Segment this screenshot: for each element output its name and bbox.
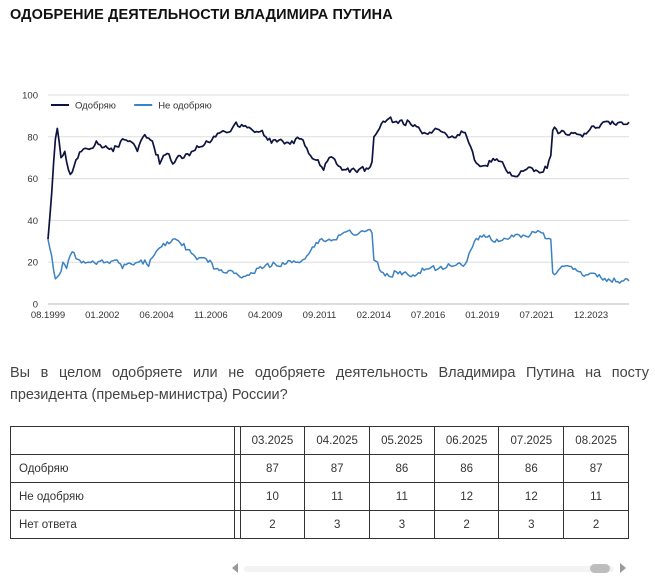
- column-header: 03.2025: [239, 426, 306, 455]
- table-cell: 11: [369, 482, 435, 511]
- results-table: 03.2025 04.2025 05.2025 06.2025 07.2025 …: [10, 426, 629, 539]
- scroll-thumb[interactable]: [590, 564, 610, 573]
- x-tick-label: 07.2016: [411, 310, 445, 321]
- table-row: Не одобряю 10 11 11 12 12 11: [10, 482, 629, 511]
- table-row: Одобряю 87 87 86 86 86 87: [10, 454, 629, 483]
- y-tick-label: 60: [27, 174, 38, 185]
- x-tick-label: 09.2011: [303, 310, 337, 321]
- table-cell: 87: [563, 454, 629, 483]
- x-tick-label: 01.2019: [465, 310, 499, 321]
- column-header: 04.2025: [304, 426, 371, 455]
- column-header: 05.2025: [369, 426, 435, 455]
- y-tick-label: 40: [27, 216, 38, 227]
- table-cell: 86: [433, 454, 500, 483]
- row-label: Не одобряю: [10, 482, 235, 511]
- x-tick-label: 12.2023: [574, 310, 608, 321]
- row-label: Нет ответа: [10, 510, 235, 539]
- table-cell: 86: [498, 454, 565, 483]
- table-cell: 3: [369, 510, 435, 539]
- row-label: Одобряю: [10, 454, 235, 483]
- table-cell: 3: [498, 510, 565, 539]
- table-header-row: 03.2025 04.2025 05.2025 06.2025 07.2025 …: [10, 426, 629, 455]
- table-corner-cell: [10, 426, 235, 455]
- series-line: [47, 116, 630, 240]
- y-tick-label: 80: [27, 132, 38, 143]
- x-tick-label: 01.2002: [85, 310, 119, 321]
- horizontal-scrollbar[interactable]: [232, 562, 626, 574]
- page-title: ОДОБРЕНИЕ ДЕЯТЕЛЬНОСТИ ВЛАДИМИРА ПУТИНА: [10, 7, 393, 23]
- chevron-left-icon[interactable]: [232, 563, 238, 573]
- table-cell: 87: [304, 454, 371, 483]
- y-tick-label: 0: [33, 300, 38, 311]
- column-header: 08.2025: [563, 426, 629, 455]
- table-cell: 3: [304, 510, 371, 539]
- legend-label: Одобряю: [75, 101, 116, 112]
- table-cell: 11: [563, 482, 629, 511]
- table-cell: 87: [239, 454, 306, 483]
- legend-label: Не одобряю: [158, 101, 212, 112]
- table-cell: 12: [433, 482, 500, 511]
- table-cell: 86: [369, 454, 435, 483]
- table-cell: 2: [563, 510, 629, 539]
- table-cell: 12: [498, 482, 565, 511]
- table-row: Нет ответа 2 3 3 2 3 2: [10, 510, 629, 539]
- approval-line-chart: 0 20 40 60 80 100 08.1999 01.2002 06.2004 11.2006…: [22, 91, 630, 321]
- survey-question: Вы в целом одобряете или не одобряете де…: [10, 365, 649, 403]
- column-header: 06.2025: [433, 426, 500, 455]
- y-tick-label: 100: [22, 91, 38, 102]
- chevron-right-icon[interactable]: [620, 563, 626, 573]
- x-tick-label: 04.2009: [248, 310, 282, 321]
- table-cell: 10: [239, 482, 306, 511]
- y-tick-label: 20: [27, 258, 38, 269]
- x-tick-label: 06.2004: [139, 310, 173, 321]
- scroll-track[interactable]: [244, 566, 614, 572]
- column-header: 07.2025: [498, 426, 565, 455]
- table-cell: 2: [433, 510, 500, 539]
- table-cell: 11: [304, 482, 371, 511]
- x-tick-label: 07.2021: [520, 310, 554, 321]
- x-tick-label: 08.1999: [31, 310, 65, 321]
- x-tick-label: 11.2006: [194, 310, 228, 321]
- x-tick-label: 02.2014: [357, 310, 391, 321]
- table-spacer-cell: [233, 510, 241, 539]
- series-line: [47, 228, 630, 284]
- table-cell: 2: [239, 510, 306, 539]
